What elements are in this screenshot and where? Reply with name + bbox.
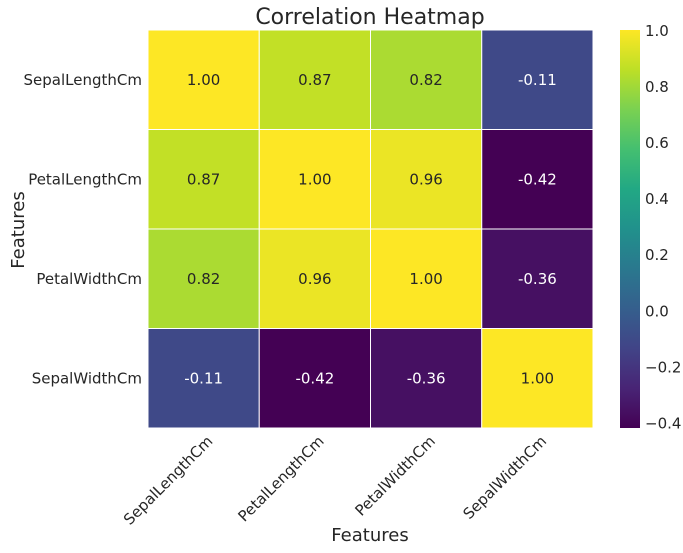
- heatmap-cell-label: 1.00: [187, 71, 220, 89]
- heatmap-cell: [481, 129, 594, 230]
- colorbar-tick-label: 0.0: [645, 302, 669, 320]
- heatmap-cell-label: -0.11: [518, 71, 557, 89]
- heatmap-cell-label: 1.00: [298, 170, 331, 188]
- column-tick-label: PetalWidthCm: [352, 432, 439, 519]
- heatmap-cell: [481, 29, 594, 130]
- heatmap-cell-label: 0.82: [409, 71, 442, 89]
- column-tick-labels: SepalLengthCm PetalLengthCm PetalWidthCm Se…: [120, 432, 550, 528]
- x-axis-title: Features: [331, 525, 408, 546]
- colorbar-tick-label: 0.4: [645, 190, 669, 208]
- colorbar-tick-label: −0.4: [645, 414, 681, 432]
- colorbar-tick-label: 0.8: [645, 78, 669, 96]
- heatmap-cell-label: 0.96: [409, 170, 442, 188]
- colorbar-tick-label: 0.2: [645, 246, 669, 264]
- heatmap-cell-label: 0.87: [298, 71, 331, 89]
- heatmap-cell: [147, 328, 260, 429]
- row-tick-label: SepalWidthCm: [32, 369, 142, 387]
- heatmap-cell-labels: 1.00 0.87 0.82 -0.11 0.87 1.00 0.96 -0.42 0.82 0.…: [184, 71, 557, 388]
- heatmap-cell-label: -0.42: [518, 170, 557, 188]
- heatmap-cell-label: 0.82: [187, 270, 220, 288]
- heatmap-cell: [147, 129, 260, 230]
- row-tick-label: PetalWidthCm: [36, 270, 142, 288]
- heatmap-cell: [258, 228, 371, 329]
- row-tick-labels: SepalLengthCm PetalLengthCm PetalWidthCm Se…: [24, 71, 142, 388]
- heatmap-cells: [147, 29, 594, 429]
- column-tick-label: SepalLengthCm: [120, 432, 216, 528]
- heatmap-cell: [147, 29, 260, 130]
- row-tick-label: PetalLengthCm: [28, 170, 142, 188]
- chart-title: Correlation Heatmap: [255, 5, 484, 30]
- heatmap-cell: [258, 29, 371, 130]
- heatmap-cell-label: -0.42: [295, 369, 334, 387]
- heatmap-cell-label: 0.87: [187, 170, 220, 188]
- heatmap-cell: [481, 328, 594, 429]
- heatmap-cell-label: -0.36: [518, 270, 557, 288]
- heatmap-cell: [370, 328, 483, 429]
- heatmap-cell-label: 0.96: [298, 270, 331, 288]
- heatmap-cell: [481, 228, 594, 329]
- column-tick-label: SepalWidthCm: [459, 432, 550, 523]
- heatmap-cell-label: -0.36: [407, 369, 446, 387]
- y-axis-title: Features: [8, 191, 29, 268]
- colorbar-tick-label: 0.6: [645, 134, 669, 152]
- colorbar-tick-label: −0.2: [645, 358, 681, 376]
- heatmap-cell: [258, 328, 371, 429]
- row-tick-label: SepalLengthCm: [24, 71, 142, 89]
- heatmap-cell-label: -0.11: [184, 369, 223, 387]
- heatmap-cell-label: 1.00: [409, 270, 442, 288]
- colorbar: 1.0 0.8 0.6 0.4 0.2 0.0 −0.2 −0.4: [620, 22, 681, 432]
- colorbar-tick-label: 1.0: [645, 22, 669, 40]
- colorbar-gradient: [620, 30, 640, 428]
- heatmap-cell: [258, 129, 371, 230]
- heatmap-cell: [370, 29, 483, 130]
- column-tick-label: PetalLengthCm: [234, 432, 327, 525]
- heatmap-cell-label: 1.00: [521, 369, 554, 387]
